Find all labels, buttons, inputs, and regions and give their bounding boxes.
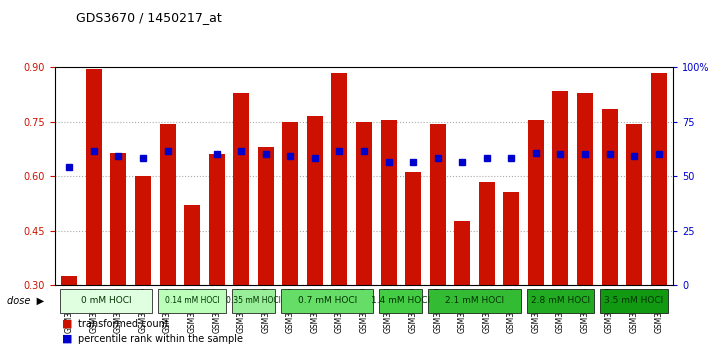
Text: 3.5 mM HOCl: 3.5 mM HOCl — [604, 296, 664, 306]
Bar — [61, 276, 77, 285]
Text: 2.8 mM HOCl: 2.8 mM HOCl — [531, 296, 590, 306]
Text: GDS3670 / 1450217_at: GDS3670 / 1450217_at — [76, 11, 222, 24]
Bar — [381, 120, 397, 285]
Text: ■: ■ — [62, 334, 72, 344]
Bar — [454, 222, 470, 285]
Text: transformed count: transformed count — [78, 319, 169, 329]
Bar — [430, 124, 446, 285]
Bar — [356, 122, 372, 285]
Bar — [601, 289, 668, 313]
Bar — [553, 91, 569, 285]
Bar — [233, 93, 249, 285]
Bar — [479, 182, 495, 285]
Bar — [232, 289, 275, 313]
Bar — [159, 289, 226, 313]
Bar — [577, 93, 593, 285]
Text: 1.4 mM HOCl: 1.4 mM HOCl — [371, 296, 430, 306]
Bar — [331, 73, 347, 285]
Bar — [86, 69, 102, 285]
Text: 2.1 mM HOCl: 2.1 mM HOCl — [445, 296, 504, 306]
Bar — [429, 289, 521, 313]
Text: 0.7 mM HOCl: 0.7 mM HOCl — [298, 296, 357, 306]
Bar — [626, 124, 642, 285]
Text: 0.14 mM HOCl: 0.14 mM HOCl — [165, 296, 219, 306]
Bar — [503, 193, 519, 285]
Bar — [307, 116, 323, 285]
Bar — [135, 176, 151, 285]
Bar — [184, 205, 200, 285]
Bar — [379, 289, 422, 313]
Bar — [111, 153, 127, 285]
Bar — [159, 124, 175, 285]
Text: 0 mM HOCl: 0 mM HOCl — [81, 296, 132, 306]
Bar — [281, 289, 373, 313]
Text: percentile rank within the sample: percentile rank within the sample — [78, 334, 243, 344]
Bar — [60, 289, 152, 313]
Bar — [651, 73, 667, 285]
Text: ■: ■ — [62, 319, 72, 329]
Text: 0.35 mM HOCl: 0.35 mM HOCl — [226, 296, 281, 306]
Bar — [209, 154, 225, 285]
Bar — [601, 109, 617, 285]
Bar — [258, 147, 274, 285]
Bar — [528, 120, 544, 285]
Text: dose  ▶: dose ▶ — [7, 296, 44, 306]
Bar — [405, 172, 421, 285]
Bar — [526, 289, 594, 313]
Bar — [282, 122, 298, 285]
